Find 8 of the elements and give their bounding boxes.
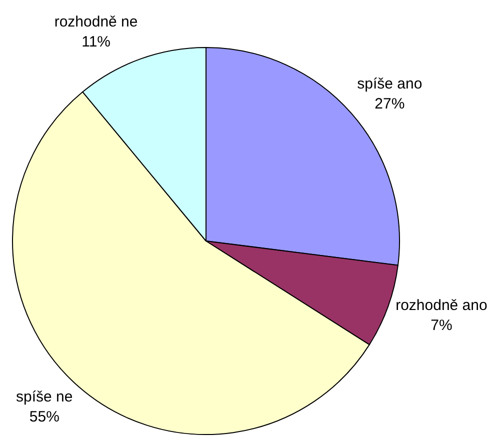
data-label: 55%	[29, 408, 60, 426]
slice-label: spíše ano	[357, 76, 422, 93]
data-label: 11%	[82, 34, 111, 51]
data-label: 27%	[374, 96, 405, 113]
slice-label: rozhodně ne	[54, 14, 138, 31]
slice-label: rozhodně ano	[396, 297, 488, 314]
slice-label: spíše ne	[16, 388, 73, 406]
data-label: 7%	[430, 317, 452, 334]
